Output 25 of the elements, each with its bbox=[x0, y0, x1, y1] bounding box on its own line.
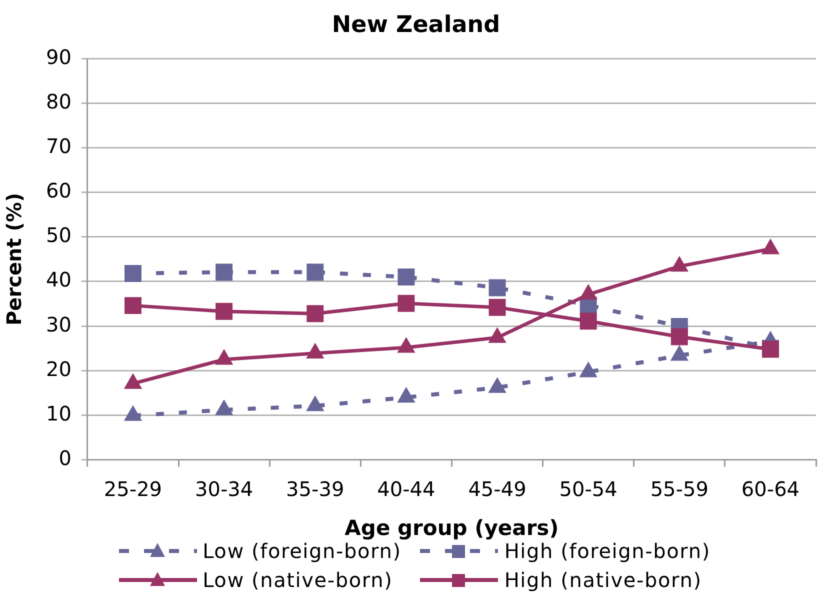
y-tick-label: 20 bbox=[46, 356, 72, 381]
y-axis-title: Percent (%) bbox=[2, 192, 26, 326]
x-tick-label: 35-39 bbox=[286, 477, 344, 502]
legend-label: Low (foreign-born) bbox=[202, 539, 402, 563]
x-tick-label: 25-29 bbox=[104, 477, 162, 502]
y-tick-label: 90 bbox=[46, 44, 72, 69]
x-axis-title: Age group (years) bbox=[344, 516, 559, 540]
y-tick-label: 30 bbox=[46, 312, 72, 336]
y-tick-label: 80 bbox=[46, 89, 72, 114]
x-tick-label: 40-44 bbox=[377, 477, 436, 502]
y-tick-label: 40 bbox=[46, 268, 72, 292]
legend-label: High (foreign-born) bbox=[504, 539, 710, 563]
x-tick-label: 45-49 bbox=[468, 477, 526, 502]
y-tick-label: 70 bbox=[46, 134, 72, 158]
x-tick-label: 50-54 bbox=[559, 477, 618, 502]
x-tick-label: 30-34 bbox=[194, 477, 254, 502]
legend-label: Low (native-born) bbox=[202, 568, 393, 592]
legend-label: High (native-born) bbox=[504, 568, 702, 592]
x-tick-label: 55-59 bbox=[650, 477, 708, 502]
y-tick-label: 10 bbox=[46, 401, 72, 426]
x-tick-label: 60-64 bbox=[741, 477, 800, 502]
y-tick-label: 50 bbox=[46, 223, 72, 248]
chart-title: New Zealand bbox=[332, 12, 500, 38]
y-tick-label: 0 bbox=[58, 446, 72, 470]
y-tick-label: 60 bbox=[46, 178, 72, 203]
